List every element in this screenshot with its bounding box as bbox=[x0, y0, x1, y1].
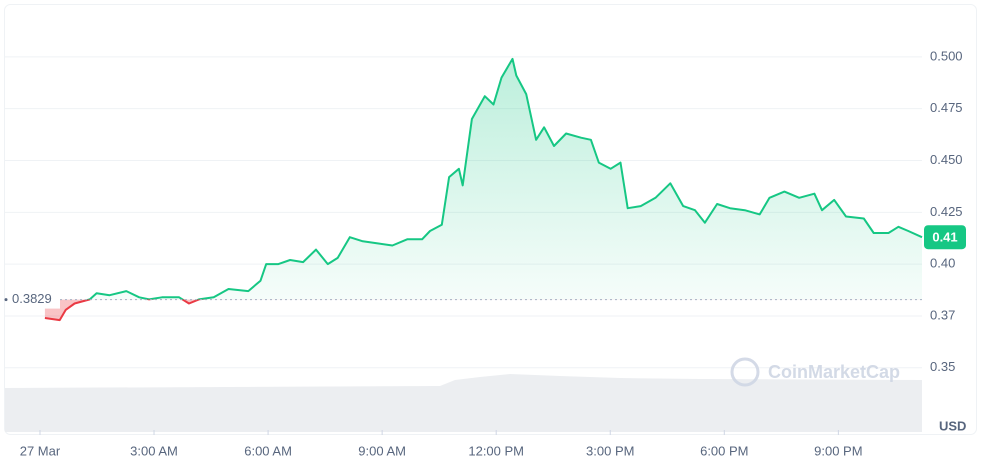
y-tick-label: 0.425 bbox=[930, 204, 963, 219]
x-tick-label: 9:00 AM bbox=[358, 443, 406, 458]
current-price-label: 0.41 bbox=[932, 230, 957, 245]
current-price-badge bbox=[924, 225, 966, 250]
watermark-logo bbox=[730, 357, 760, 387]
x-tick-label: 27 Mar bbox=[20, 443, 61, 458]
y-tick-label: 0.40 bbox=[930, 256, 955, 271]
reference-label-bg bbox=[8, 290, 60, 309]
y-tick-label: 0.35 bbox=[930, 359, 955, 374]
reference-label: 0.3829 bbox=[12, 291, 52, 306]
x-tick-label: 3:00 AM bbox=[130, 443, 178, 458]
y-tick-label: 0.450 bbox=[930, 152, 963, 167]
currency-label: USD bbox=[939, 418, 966, 433]
reference-dot bbox=[4, 298, 8, 302]
watermark-text: CoinMarketCap bbox=[768, 362, 900, 382]
x-tick-label: 6:00 AM bbox=[244, 443, 292, 458]
x-tick-label: 9:00 PM bbox=[814, 443, 862, 458]
y-tick-label: 0.475 bbox=[930, 100, 963, 115]
price-area bbox=[44, 58, 922, 321]
volume-area bbox=[5, 374, 922, 432]
x-tick-label: 6:00 PM bbox=[700, 443, 748, 458]
price-line bbox=[44, 57, 923, 322]
x-tick-label: 12:00 PM bbox=[468, 443, 524, 458]
y-tick-label: 0.500 bbox=[930, 48, 963, 63]
watermark: CoinMarketCap bbox=[730, 357, 900, 387]
x-tick-label: 3:00 PM bbox=[586, 443, 634, 458]
frame bbox=[4, 4, 977, 435]
y-tick-label: 0.37 bbox=[930, 307, 955, 322]
